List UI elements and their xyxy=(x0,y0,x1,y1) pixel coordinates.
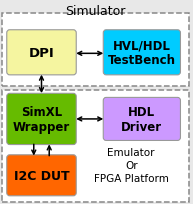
FancyBboxPatch shape xyxy=(7,31,76,75)
FancyBboxPatch shape xyxy=(7,155,76,196)
Text: SimXL
Wrapper: SimXL Wrapper xyxy=(13,105,70,133)
FancyBboxPatch shape xyxy=(2,91,189,202)
FancyBboxPatch shape xyxy=(103,98,180,141)
Text: HDL
Driver: HDL Driver xyxy=(121,105,163,133)
Text: DPI: DPI xyxy=(29,47,54,60)
Text: Emulator
Or
FPGA Platform: Emulator Or FPGA Platform xyxy=(94,147,169,183)
FancyBboxPatch shape xyxy=(103,31,180,75)
Text: I2C DUT: I2C DUT xyxy=(14,169,69,182)
Text: Simulator: Simulator xyxy=(65,5,126,18)
FancyBboxPatch shape xyxy=(2,14,189,87)
Text: HVL/HDL
TestBench: HVL/HDL TestBench xyxy=(108,39,176,67)
FancyBboxPatch shape xyxy=(7,94,76,145)
